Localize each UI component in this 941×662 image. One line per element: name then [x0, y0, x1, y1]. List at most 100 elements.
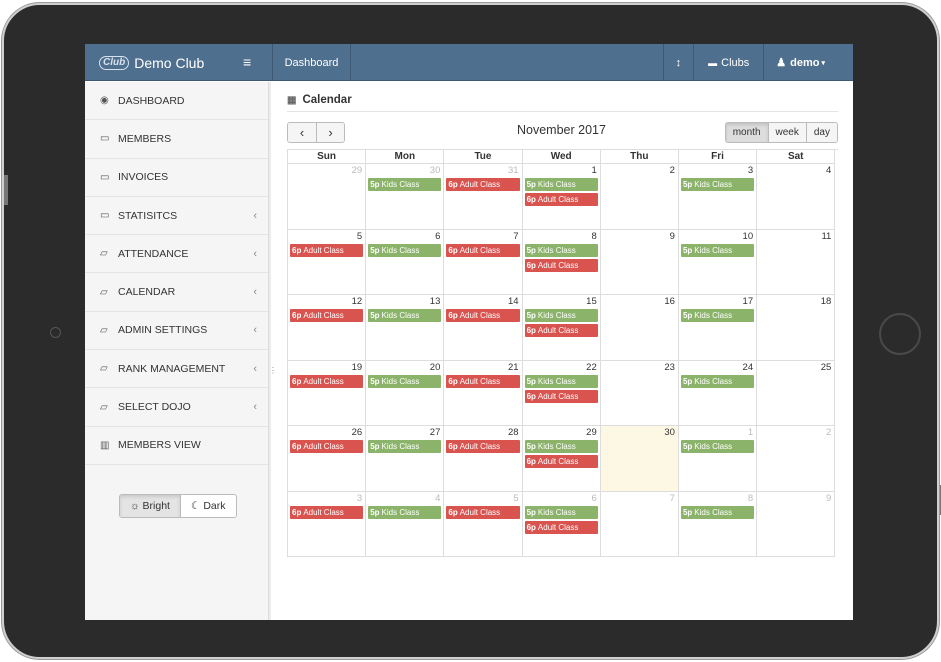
- calendar-day-cell[interactable]: 15 5p Kids Class 6p Adult Class: [522, 295, 601, 361]
- sidebar-item-members-view[interactable]: ▥ MEMBERS VIEW: [85, 427, 269, 465]
- prev-month-button[interactable]: ‹: [288, 123, 316, 142]
- calendar-day-cell[interactable]: 5 6p Adult Class: [444, 491, 523, 557]
- calendar-day-cell[interactable]: 12 6p Adult Class: [288, 295, 367, 361]
- sidebar-item-dashboard[interactable]: ◉ DASHBOARD: [85, 82, 269, 121]
- calendar-day-cell[interactable]: 23: [600, 360, 679, 426]
- calendar-day-cell[interactable]: 30 5p Kids Class: [366, 164, 445, 230]
- calendar-day-cell[interactable]: 29 5p Kids Class 6p Adult Class: [522, 426, 601, 492]
- calendar-day-cell[interactable]: 5 6p Adult Class: [288, 229, 367, 295]
- calendar-day-cell[interactable]: 4 5p Kids Class: [366, 491, 445, 557]
- adult-class-event[interactable]: 6p Adult Class: [524, 389, 598, 403]
- kids-class-event[interactable]: 5p Kids Class: [368, 178, 442, 191]
- brand[interactable]: Club Demo Club: [85, 44, 272, 81]
- calendar-day-cell[interactable]: 21 6p Adult Class: [444, 360, 523, 426]
- view-month-button[interactable]: month: [725, 123, 768, 142]
- sidebar-item-invoices[interactable]: ▭ INVOICES: [85, 159, 269, 197]
- next-month-button[interactable]: ›: [316, 123, 344, 142]
- adult-class-event[interactable]: 6p Adult Class: [446, 440, 520, 453]
- sidebar-item-rank-management[interactable]: ▱ RANK MANAGEMENT ‹: [85, 350, 269, 389]
- calendar-day-cell[interactable]: 2: [600, 164, 679, 230]
- calendar-day-cell[interactable]: 31 6p Adult Class: [444, 164, 523, 230]
- calendar-day-cell[interactable]: 14 6p Adult Class: [444, 295, 523, 361]
- adult-class-event[interactable]: 6p Adult Class: [446, 309, 520, 322]
- view-week-button[interactable]: week: [767, 123, 806, 142]
- adult-class-event[interactable]: 6p Adult Class: [524, 258, 598, 272]
- sidebar-item-calendar[interactable]: ▱ CALENDAR ‹: [85, 273, 269, 312]
- calendar-day-cell[interactable]: 13 5p Kids Class: [366, 295, 445, 361]
- calendar-day-cell[interactable]: 9: [600, 229, 679, 295]
- adult-class-event[interactable]: 6p Adult Class: [446, 178, 520, 191]
- adult-class-event[interactable]: 6p Adult Class: [524, 455, 598, 468]
- kids-class-event[interactable]: 5p Kids Class: [680, 440, 755, 453]
- kids-class-event[interactable]: 5p Kids Class: [368, 440, 442, 453]
- nav-dashboard-link[interactable]: Dashboard: [272, 44, 351, 81]
- kids-class-event[interactable]: 5p Kids Class: [524, 440, 598, 453]
- adult-class-event[interactable]: 6p Adult Class: [290, 374, 364, 388]
- calendar-day-cell[interactable]: 8 5p Kids Class 6p Adult Class: [522, 229, 601, 295]
- calendar-day-cell[interactable]: 18: [757, 295, 836, 361]
- theme-bright-button[interactable]: ☼ Bright: [120, 495, 181, 517]
- calendar-day-cell[interactable]: 3 5p Kids Class: [678, 164, 758, 230]
- adult-class-event[interactable]: 6p Adult Class: [524, 324, 598, 337]
- kids-class-event[interactable]: 5p Kids Class: [524, 505, 598, 519]
- kids-class-event[interactable]: 5p Kids Class: [680, 374, 755, 388]
- theme-dark-button[interactable]: ☾ Dark: [180, 495, 236, 517]
- sidebar-item-select-dojo[interactable]: ▱ SELECT DOJO ‹: [85, 388, 269, 427]
- adult-class-event[interactable]: 6p Adult Class: [446, 374, 520, 388]
- clubs-button[interactable]: ▬ Clubs: [693, 44, 763, 81]
- calendar-day-cell[interactable]: 6 5p Kids Class 6p Adult Class: [522, 491, 601, 557]
- hamburger-icon[interactable]: ≡: [243, 54, 252, 70]
- adult-class-event[interactable]: 6p Adult Class: [290, 440, 364, 453]
- kids-class-event[interactable]: 5p Kids Class: [524, 309, 598, 322]
- sidebar-item-statisitcs[interactable]: ▭ STATISITCS ‹: [85, 197, 269, 236]
- adult-class-event[interactable]: 6p Adult Class: [290, 309, 364, 322]
- adult-class-event[interactable]: 6p Adult Class: [524, 193, 598, 206]
- adult-class-event[interactable]: 6p Adult Class: [446, 505, 520, 519]
- kids-class-event[interactable]: 5p Kids Class: [368, 243, 442, 257]
- adult-class-event[interactable]: 6p Adult Class: [524, 520, 598, 534]
- sidebar-item-members[interactable]: ▭ MEMBERS: [85, 120, 269, 159]
- calendar-day-cell[interactable]: 16: [600, 295, 679, 361]
- kids-class-event[interactable]: 5p Kids Class: [680, 505, 755, 519]
- kids-class-event[interactable]: 5p Kids Class: [368, 309, 442, 322]
- kids-class-event[interactable]: 5p Kids Class: [524, 243, 598, 257]
- kids-class-event[interactable]: 5p Kids Class: [680, 178, 755, 191]
- calendar-day-today[interactable]: 30: [600, 426, 679, 492]
- kids-class-event[interactable]: 5p Kids Class: [368, 374, 442, 388]
- adult-class-event[interactable]: 6p Adult Class: [290, 505, 364, 519]
- calendar-day-cell[interactable]: 7 6p Adult Class: [444, 229, 523, 295]
- calendar-day-cell[interactable]: 20 5p Kids Class: [366, 360, 445, 426]
- calendar-day-cell[interactable]: 26 6p Adult Class: [288, 426, 367, 492]
- sidebar-item-attendance[interactable]: ▱ ATTENDANCE ‹: [85, 235, 269, 274]
- kids-class-event[interactable]: 5p Kids Class: [680, 309, 755, 322]
- calendar-day-cell[interactable]: 24 5p Kids Class: [678, 360, 758, 426]
- calendar-day-cell[interactable]: 28 6p Adult Class: [444, 426, 523, 492]
- adult-class-event[interactable]: 6p Adult Class: [290, 243, 364, 257]
- calendar-day-cell[interactable]: 29: [288, 164, 367, 230]
- calendar-day-cell[interactable]: 2: [757, 426, 836, 492]
- calendar-day-cell[interactable]: 4: [757, 164, 836, 230]
- view-day-button[interactable]: day: [805, 123, 837, 142]
- kids-class-event[interactable]: 5p Kids Class: [368, 505, 442, 519]
- calendar-day-cell[interactable]: 7: [600, 491, 679, 557]
- calendar-day-cell[interactable]: 22 5p Kids Class 6p Adult Class: [522, 360, 601, 426]
- kids-class-event[interactable]: 5p Kids Class: [680, 243, 755, 257]
- sidebar-item-admin-settings[interactable]: ▱ ADMIN SETTINGS ‹: [85, 312, 269, 351]
- calendar-day-cell[interactable]: 17 5p Kids Class: [678, 295, 758, 361]
- calendar-day-cell[interactable]: 8 5p Kids Class: [678, 491, 758, 557]
- calendar-day-cell[interactable]: 27 5p Kids Class: [366, 426, 445, 492]
- calendar-day-cell[interactable]: 3 6p Adult Class: [288, 491, 367, 557]
- calendar-day-cell[interactable]: 19 6p Adult Class: [288, 360, 367, 426]
- sidebar-splitter[interactable]: [268, 82, 271, 620]
- calendar-day-cell[interactable]: 25: [757, 360, 836, 426]
- calendar-day-cell[interactable]: 1 5p Kids Class: [678, 426, 758, 492]
- resize-button[interactable]: ↕: [662, 44, 694, 81]
- calendar-day-cell[interactable]: 11: [757, 229, 836, 295]
- kids-class-event[interactable]: 5p Kids Class: [524, 374, 598, 388]
- user-menu-button[interactable]: ♟ demo ▾: [763, 44, 853, 81]
- kids-class-event[interactable]: 5p Kids Class: [524, 178, 598, 191]
- calendar-day-cell[interactable]: 10 5p Kids Class: [678, 229, 758, 295]
- calendar-day-cell[interactable]: 1 5p Kids Class 6p Adult Class: [522, 164, 601, 230]
- calendar-day-cell[interactable]: 9: [757, 491, 836, 557]
- drag-handle-icon[interactable]: ⋮: [269, 366, 277, 375]
